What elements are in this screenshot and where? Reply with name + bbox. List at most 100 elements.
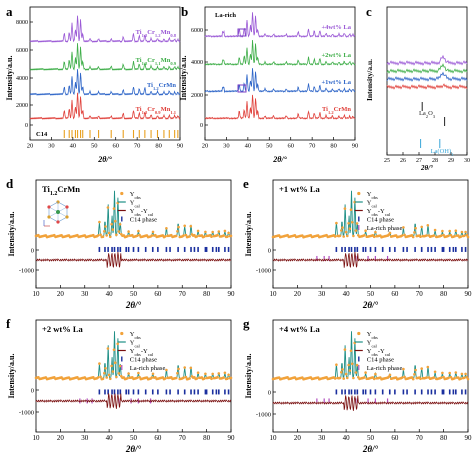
zoom-trace <box>386 63 468 74</box>
x-tick-label: 90 <box>465 434 473 442</box>
yobs-point <box>350 362 354 366</box>
yobs-point <box>115 233 118 237</box>
yobs-point <box>439 376 443 380</box>
y-tick-label: 0 <box>268 389 271 396</box>
yobs-point <box>127 372 130 375</box>
yobs-point <box>433 370 437 374</box>
yobs-point <box>402 367 405 371</box>
yobs-point <box>135 376 139 380</box>
panel-letter: g <box>243 316 250 331</box>
x-tick-label: 30 <box>81 434 89 442</box>
yobs-point <box>210 235 213 238</box>
legend-entry: Ycal <box>130 200 141 209</box>
x-tick-label: 30 <box>464 158 470 164</box>
legend-entry: Yobs <box>367 191 378 200</box>
xrd-trace <box>204 39 356 66</box>
y-axis-label: Intensity/a.u. <box>7 354 16 399</box>
yobs-point <box>113 219 117 223</box>
yobs-point <box>342 235 346 238</box>
legend-entry: Ycal <box>130 340 141 349</box>
yobs-point <box>352 234 355 238</box>
yobs-point <box>111 370 115 373</box>
x-axis-label: 2θ/° <box>272 155 287 164</box>
yobs-point <box>211 372 214 376</box>
yobs-point <box>176 230 179 233</box>
yobs-point <box>425 234 428 237</box>
yobs-point <box>106 347 110 350</box>
yobs-point <box>189 224 193 228</box>
legend-entry: Yobs-Ycal <box>130 348 154 357</box>
y-tick-label: 4000 <box>191 60 203 66</box>
yobs-point <box>363 234 366 237</box>
yobs-point <box>103 371 106 375</box>
yobs-point <box>333 377 337 380</box>
y-tick-label: 2000 <box>191 93 203 99</box>
yobs-point <box>112 348 116 352</box>
panel-letter: a <box>6 4 13 19</box>
yobs-point <box>135 234 139 237</box>
ref-label: La2O3 <box>419 110 436 119</box>
panel-letter: d <box>6 176 14 191</box>
y-tick-label: 4000 <box>16 76 28 82</box>
yobs-point <box>355 363 359 367</box>
x-tick-label: 40 <box>106 290 114 298</box>
yobs-point <box>107 231 111 235</box>
x-tick-label: 26 <box>400 158 406 164</box>
yobs-point <box>138 375 141 379</box>
panel-c: c Intensity/a.u. 2θ/° 25 26 27 28 29 30 La2O3 La(O… <box>365 4 470 172</box>
yobs-point <box>104 225 107 228</box>
legend-entry: Ycal <box>367 340 378 349</box>
yobs-point <box>442 233 445 237</box>
x-axis-label: 2θ/° <box>125 444 142 454</box>
annotation: La-rich <box>215 12 236 19</box>
x-tick-label: 60 <box>391 290 399 298</box>
yobs-point <box>388 231 392 235</box>
y-tick-label: 2000 <box>16 103 28 109</box>
phase-label: C14 <box>36 131 48 138</box>
yobs-point <box>372 377 376 381</box>
yobs-point <box>465 233 469 237</box>
x-tick-label: 50 <box>130 290 138 298</box>
x-tick-label: 20 <box>57 434 65 442</box>
zoom-trace <box>386 83 468 90</box>
x-tick-label: 50 <box>130 434 138 442</box>
yobs-point <box>117 230 121 233</box>
yobs-point <box>413 231 416 234</box>
zoom-trace <box>386 71 468 82</box>
x-tick-label: 20 <box>202 143 209 150</box>
legend-entry: C14 phase <box>367 217 394 224</box>
yobs-point <box>340 371 343 374</box>
highlight-box <box>237 84 247 93</box>
y-axis-label: Intensity/a.u. <box>7 212 16 257</box>
yobs-point <box>107 373 111 377</box>
yobs-point <box>402 226 405 229</box>
yobs-point <box>99 375 102 379</box>
x-tick-label: 70 <box>416 290 424 298</box>
x-tick-label: 90 <box>177 143 184 150</box>
yobs-point <box>433 228 437 232</box>
y-axis-label: Intensity/a.u. <box>244 212 253 257</box>
legend-entry: La-rich phase <box>367 365 403 372</box>
yobs-point <box>374 230 377 234</box>
x-axis-label: 2θ/° <box>125 300 142 310</box>
yobs-point <box>454 229 458 232</box>
x-tick-label: 70 <box>179 434 187 442</box>
yobs-point <box>177 367 180 371</box>
yobs-point <box>346 376 349 380</box>
yobs-point <box>349 349 353 353</box>
yobs-point <box>463 376 466 380</box>
y-tick-label: -1000 <box>256 267 271 274</box>
x-tick-label: 80 <box>440 434 448 442</box>
yobs-point <box>419 377 422 381</box>
x-tick-label: 80 <box>330 143 337 150</box>
legend-entry: Ycal <box>367 200 378 209</box>
yobs-point <box>217 230 221 233</box>
yobs-point <box>449 233 453 237</box>
yobs-point <box>101 235 105 238</box>
difference-line <box>35 393 232 409</box>
y-tick-label: 6000 <box>16 48 28 54</box>
x-tick-label: 90 <box>465 290 473 298</box>
yobs-point <box>182 234 185 237</box>
x-tick-label: 80 <box>155 143 162 150</box>
